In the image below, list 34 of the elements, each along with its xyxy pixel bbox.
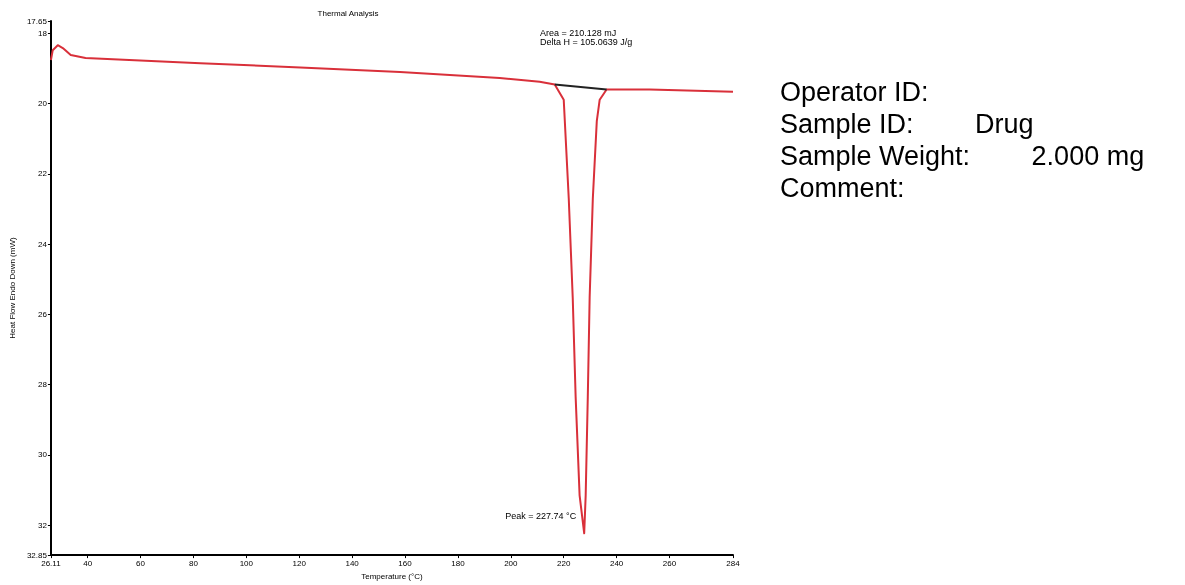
annotation: Area = 210.128 mJ <box>540 27 617 38</box>
x-tick-label: 200 <box>504 558 519 568</box>
y-tick-label: 18 <box>38 28 48 38</box>
text: Operator ID: <box>780 76 929 107</box>
y-tick-label: 20 <box>38 99 48 109</box>
annotation: Peak = 227.74 °C <box>505 510 577 521</box>
y-tick-label: 17.65 <box>26 16 48 26</box>
x-tick-label: 60 <box>136 558 146 568</box>
y-tick-label: 32 <box>38 520 48 530</box>
y-tick-label: 28 <box>38 380 48 390</box>
x-tick-label: 120 <box>292 558 307 568</box>
chart-title: Thermal Analysis <box>317 8 379 18</box>
x-tick-label: 140 <box>345 558 360 568</box>
x-tick-label: 100 <box>239 558 254 568</box>
x-tick-label: 284 <box>726 558 741 568</box>
x-axis-title: Temperature (°C) <box>361 571 424 581</box>
y-tick-label: 30 <box>38 450 48 460</box>
y-tick-label: 22 <box>38 169 48 179</box>
y-tick-label: 26 <box>38 309 48 319</box>
x-tick-label: 80 <box>189 558 199 568</box>
x-tick-label: 220 <box>557 558 571 568</box>
annotation: Delta H = 105.0639 J/g <box>540 36 633 47</box>
y-axis-title: Heat Flow Endo Down (mW) <box>7 237 17 339</box>
x-tick-label: 26.11 <box>41 558 62 568</box>
x-tick-label: 180 <box>451 558 466 568</box>
x-tick-label: 260 <box>662 558 677 568</box>
text: Sample Weight: 2.000 mg <box>780 140 1145 171</box>
text: Comment: <box>780 172 905 203</box>
x-tick-label: 160 <box>398 558 413 568</box>
x-tick-label: 240 <box>609 558 624 568</box>
x-tick-label: 40 <box>83 558 93 568</box>
y-tick-label: 24 <box>38 239 48 249</box>
text: Sample ID: Drug <box>780 108 1034 139</box>
y-tick-label: 32.85 <box>26 550 48 560</box>
